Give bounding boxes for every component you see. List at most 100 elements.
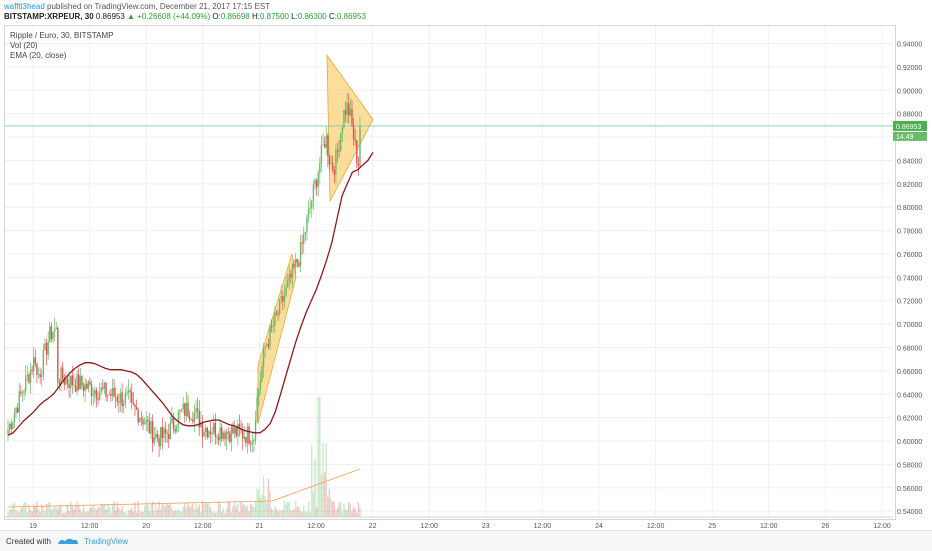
- candle-body: [282, 296, 284, 302]
- candle-body: [299, 242, 302, 267]
- author-link[interactable]: wafftl3head: [4, 2, 45, 11]
- volume-bar: [123, 511, 125, 517]
- current-price-label: 0.86953: [896, 124, 921, 131]
- volume-bar: [233, 501, 236, 517]
- volume-bar: [278, 509, 281, 517]
- volume-bar: [127, 510, 130, 517]
- volume-bar: [311, 444, 313, 517]
- candle-body: [262, 348, 265, 367]
- volume-bar: [172, 511, 175, 517]
- candle-body: [190, 419, 192, 421]
- candle-body: [121, 392, 123, 406]
- volume-bar: [307, 501, 310, 517]
- volume-bar: [201, 501, 204, 517]
- volume-bar: [240, 501, 242, 517]
- volume-bar: [171, 507, 173, 517]
- volume-bar: [275, 508, 278, 517]
- candle-body: [127, 390, 130, 393]
- volume-bar: [221, 511, 223, 517]
- candle-body: [94, 390, 96, 395]
- candle-body: [92, 394, 94, 396]
- volume-bar: [124, 511, 127, 517]
- candle-body: [295, 258, 297, 268]
- candle-body: [346, 102, 348, 115]
- volume-bar: [319, 397, 321, 517]
- volume-bar: [322, 442, 324, 517]
- volume-bar: [15, 510, 17, 517]
- volume-bar: [8, 509, 11, 517]
- candle-body: [322, 144, 324, 146]
- candle-body: [241, 430, 244, 439]
- candle-body: [267, 344, 270, 347]
- candle-body: [76, 374, 78, 392]
- candle-body: [171, 418, 173, 423]
- candle-body: [163, 428, 165, 438]
- volume-bar: [39, 511, 41, 517]
- candle-body: [132, 401, 135, 405]
- volume-bar: [206, 503, 209, 517]
- chart-frame[interactable]: [4, 25, 896, 520]
- time-tick-label: 22: [369, 523, 377, 530]
- up-arrow-icon: ▲: [127, 12, 135, 21]
- candle-body: [266, 344, 268, 347]
- candle-body: [187, 402, 189, 417]
- candle-body: [137, 409, 139, 423]
- candle-body: [341, 127, 344, 134]
- candle-body: [278, 298, 281, 314]
- footer-bar: Created with TradingView: [0, 530, 932, 551]
- volume-bar: [12, 504, 14, 517]
- candle-body: [129, 390, 131, 392]
- tradingview-brand[interactable]: TradingView: [84, 537, 129, 546]
- candle-body: [164, 428, 167, 434]
- volume-bar: [230, 512, 233, 517]
- price-tick-label: 0.78000: [897, 229, 922, 236]
- volume-bar: [103, 503, 106, 517]
- volume-bar: [65, 511, 67, 517]
- candle-body: [7, 429, 9, 435]
- candle-body: [232, 426, 234, 434]
- candle-body: [270, 325, 273, 327]
- candle-body: [168, 433, 170, 440]
- candle-body: [143, 423, 146, 425]
- volume-bar: [208, 502, 210, 517]
- volume-bar: [333, 502, 335, 517]
- volume-bar: [174, 510, 176, 517]
- candle-body: [303, 234, 305, 244]
- volume-bar: [26, 511, 28, 517]
- volume-bar: [217, 502, 220, 517]
- candles: [7, 92, 361, 457]
- candle-body: [314, 180, 316, 185]
- time-tick-label: 12:00: [873, 523, 891, 530]
- price-tick-label: 0.94000: [897, 42, 922, 49]
- candle-body: [311, 201, 313, 208]
- ema-series-line: [7, 151, 374, 436]
- volume-bar: [304, 511, 307, 517]
- volume-bar: [47, 502, 49, 517]
- volume-bar: [357, 502, 360, 517]
- candle-body: [110, 394, 112, 396]
- grid: [5, 26, 893, 517]
- volume-bar: [34, 505, 37, 517]
- price-tick-label: 0.72000: [897, 299, 922, 306]
- time-tick-label: 23: [482, 523, 490, 530]
- pennant-drawing: [5, 53, 893, 424]
- volume-bar: [79, 510, 82, 517]
- volume-bar: [118, 508, 120, 517]
- volume-bar: [320, 474, 323, 517]
- price-tick-label: 0.80000: [897, 205, 922, 212]
- candle-body: [230, 426, 233, 443]
- volume-bar: [282, 509, 284, 517]
- candle-body: [306, 217, 308, 233]
- volume-bar: [250, 504, 252, 517]
- volume-bar: [10, 509, 12, 517]
- candle-body: [209, 431, 212, 435]
- candle-body: [288, 274, 290, 282]
- volume-bar: [45, 503, 48, 517]
- candle-body: [78, 374, 80, 390]
- volume-bar: [90, 507, 93, 517]
- volume-bar: [195, 503, 197, 517]
- volume-bar: [359, 507, 361, 517]
- candle-body: [301, 242, 303, 244]
- volume-ma-line: [7, 468, 361, 508]
